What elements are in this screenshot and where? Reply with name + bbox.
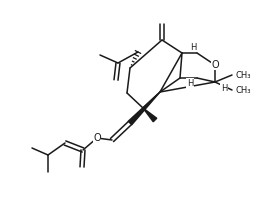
Text: O: O bbox=[211, 60, 219, 70]
Text: H: H bbox=[187, 78, 193, 88]
Text: CH₃: CH₃ bbox=[236, 85, 251, 95]
Polygon shape bbox=[128, 92, 160, 125]
Polygon shape bbox=[143, 108, 157, 122]
Text: H: H bbox=[221, 84, 227, 92]
Text: CH₃: CH₃ bbox=[236, 70, 251, 80]
Text: O: O bbox=[93, 133, 101, 143]
Text: H: H bbox=[190, 42, 196, 51]
